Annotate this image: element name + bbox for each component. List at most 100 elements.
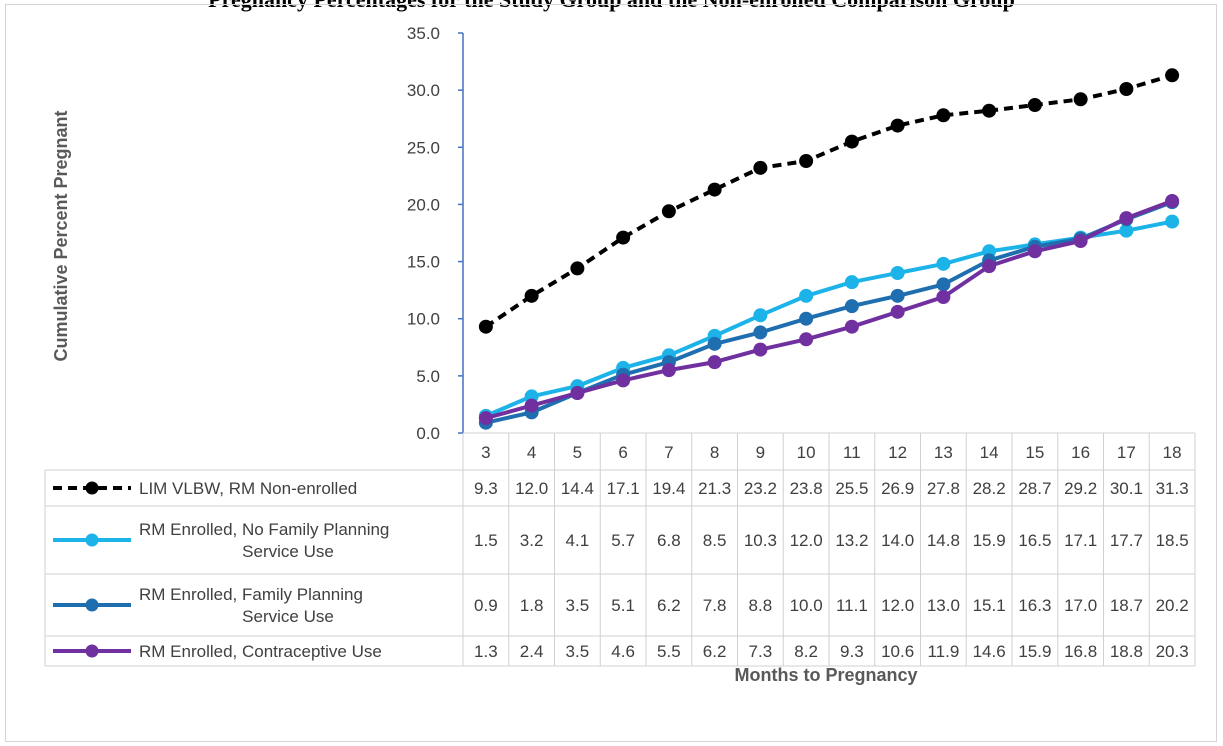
table-cell-value: 26.9 (881, 479, 914, 498)
data-point (799, 288, 814, 303)
table-cell-value: 19.4 (652, 479, 685, 498)
x-tick-label: 13 (934, 443, 953, 462)
data-point (1165, 68, 1180, 83)
data-point (753, 160, 768, 175)
table-cell-value: 29.2 (1064, 479, 1097, 498)
data-point (799, 332, 814, 347)
data-point (890, 266, 905, 280)
table-cell-value: 14.8 (927, 531, 960, 550)
data-point (570, 386, 585, 400)
table-cell-value: 3.5 (566, 596, 590, 615)
data-point (753, 308, 768, 323)
data-point (844, 319, 859, 334)
x-tick-label: 18 (1163, 443, 1182, 462)
table-cell-value: 4.6 (611, 642, 635, 661)
data-point (982, 259, 997, 274)
data-point (1165, 214, 1180, 229)
table-cell-value: 8.2 (794, 642, 818, 661)
table-cell-value: 27.8 (927, 479, 960, 498)
table-cell-value: 14.4 (561, 479, 594, 498)
table-cell-value: 10.0 (790, 596, 823, 615)
table-cell-value: 5.5 (657, 642, 681, 661)
table-cell-value: 30.1 (1110, 479, 1143, 498)
legend-label: LIM VLBW, RM Non-enrolled (139, 479, 357, 498)
legend-label: Service Use (242, 607, 334, 626)
data-point (1027, 244, 1042, 259)
y-axis-title: Cumulative Percent Pregnant (51, 110, 71, 361)
data-point (524, 398, 539, 413)
table-cell-value: 15.1 (973, 596, 1006, 615)
data-table: 3 4 5 6 7 8 9 10 11 12 13 14 15 16 17 18 LIM VLBW, RM No… (44, 432, 1196, 667)
table-cell-value: 25.5 (835, 479, 868, 498)
data-point (478, 411, 493, 426)
table-cell-value: 14.6 (973, 642, 1006, 661)
x-tick-label: 4 (527, 443, 536, 462)
x-tick-label: 11 (843, 443, 861, 462)
data-point (478, 319, 493, 334)
table-cell-value: 16.3 (1018, 596, 1051, 615)
data-point (799, 154, 814, 168)
table-cell-value: 1.8 (520, 596, 544, 615)
y-tick-label: 25.0 (407, 138, 440, 157)
table-cell-value: 12.0 (881, 596, 914, 615)
table-cell-value: 17.1 (1064, 531, 1097, 550)
table-cell-value: 6.8 (657, 531, 681, 550)
x-tick-label: 17 (1117, 443, 1136, 462)
table-cell-value: 6.2 (703, 642, 727, 661)
data-point (753, 325, 768, 340)
table-cell-value: 11.9 (927, 642, 959, 661)
x-tick-label: 12 (888, 443, 907, 462)
data-point (616, 230, 631, 245)
data-point (707, 182, 722, 197)
table-cell-value: 3.2 (520, 531, 544, 550)
legend-label: RM Enrolled, Contraceptive Use (139, 642, 382, 661)
table-cell-value: 28.7 (1018, 479, 1051, 498)
table-cell-value: 7.3 (749, 642, 773, 661)
legend-label: RM Enrolled, No Family Planning (139, 520, 389, 539)
x-tick-label: 16 (1071, 443, 1090, 462)
data-point (936, 256, 951, 271)
table-cell-value: 13.0 (927, 596, 960, 615)
table-cell-value: 6.2 (657, 596, 681, 615)
table-cell-value: 20.3 (1156, 642, 1189, 661)
table-cell-value: 10.3 (744, 531, 777, 550)
table-cell-value: 0.9 (474, 596, 498, 615)
table-cell-value: 18.8 (1110, 642, 1143, 661)
data-point (1119, 223, 1134, 238)
data-point (936, 277, 951, 292)
data-point (1119, 211, 1134, 226)
table-cell-value: 15.9 (973, 531, 1006, 550)
x-tick-label: 6 (618, 443, 627, 462)
legend-key-marker (85, 644, 99, 658)
table-cell-value: 31.3 (1156, 479, 1189, 498)
data-point (661, 363, 676, 378)
table-cell-value: 1.5 (474, 531, 498, 550)
table-cell-value: 5.1 (611, 596, 635, 615)
series-line (485, 199, 1173, 421)
legend-label: RM Enrolled, Family Planning (139, 585, 363, 604)
data-point (1073, 92, 1088, 107)
data-point (982, 103, 997, 118)
table-cell-value: 16.5 (1018, 531, 1051, 550)
data-point (890, 288, 905, 303)
table-cell-value: 18.7 (1110, 596, 1143, 615)
data-point (1119, 82, 1134, 96)
table-cell-value: 17.7 (1110, 531, 1143, 550)
series-line (484, 73, 1173, 329)
data-point (1073, 234, 1088, 248)
y-tick-label: 30.0 (407, 81, 440, 100)
data-point (890, 118, 905, 133)
data-point (1165, 194, 1180, 208)
data-point (844, 299, 859, 314)
data-point (844, 275, 859, 290)
table-cell-value: 7.8 (703, 596, 727, 615)
legend-key-marker (85, 481, 99, 495)
data-point (1027, 98, 1042, 112)
x-tick-label: 10 (797, 443, 816, 462)
y-tick-label: 0.0 (416, 424, 440, 443)
table-cell-value: 23.2 (744, 479, 777, 498)
table-cell-value: 17.1 (607, 479, 640, 498)
table-cell-value: 4.1 (566, 531, 590, 550)
legend-key-marker (85, 533, 99, 547)
